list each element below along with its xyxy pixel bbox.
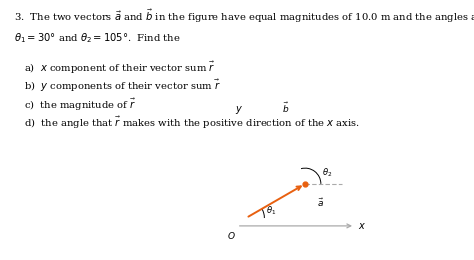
Text: 3.  The two vectors $\vec{a}$ and $\vec{b}$ in the figure have equal magnitudes : 3. The two vectors $\vec{a}$ and $\vec{b… [14, 8, 474, 25]
Text: $\vec{b}$: $\vec{b}$ [283, 101, 290, 115]
Text: $\theta_1$: $\theta_1$ [266, 204, 276, 217]
Text: d)  the angle that $\vec{r}$ makes with the positive direction of the $x$ axis.: d) the angle that $\vec{r}$ makes with t… [24, 114, 360, 131]
Text: $\theta_1 = 30°$ and $\theta_2 = 105°$.  Find the: $\theta_1 = 30°$ and $\theta_2 = 105°$. … [14, 31, 181, 45]
Text: $x$: $x$ [357, 221, 365, 231]
Text: $\theta_2$: $\theta_2$ [322, 166, 332, 179]
Text: c)  the magnitude of $\vec{r}$: c) the magnitude of $\vec{r}$ [24, 96, 136, 113]
Text: $\vec{a}$: $\vec{a}$ [317, 197, 324, 209]
Text: b)  $y$ components of their vector sum $\vec{r}$: b) $y$ components of their vector sum $\… [24, 78, 220, 94]
Text: $O$: $O$ [227, 230, 236, 241]
Text: $y$: $y$ [236, 104, 244, 116]
Text: a)  $x$ component of their vector sum $\vec{r}$: a) $x$ component of their vector sum $\v… [24, 60, 215, 76]
